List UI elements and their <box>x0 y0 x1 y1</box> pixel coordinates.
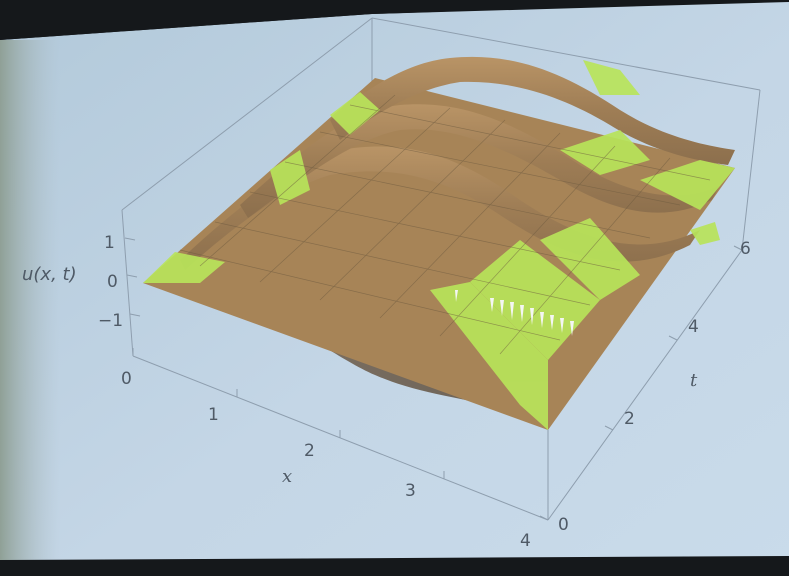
t-axis-title: t <box>690 370 698 391</box>
x-tick-2: 2 <box>304 441 315 461</box>
plot-surface <box>143 56 735 430</box>
z-tick-1: 1 <box>104 233 115 253</box>
z-tick-0: 0 <box>107 272 118 292</box>
z-tick-minus-1: −1 <box>98 311 123 331</box>
t-tick-2: 2 <box>624 409 635 429</box>
t-tick-6: 6 <box>740 239 751 259</box>
x-tick-4: 4 <box>520 531 531 551</box>
x-tick-1: 1 <box>208 405 219 425</box>
x-axis-title: x <box>282 466 292 487</box>
plot-box-back-edges <box>121 17 761 357</box>
x-tick-3: 3 <box>405 481 416 501</box>
axis-ticks <box>124 237 743 521</box>
t-tick-4: 4 <box>688 317 699 337</box>
z-axis-title: u(x, t) <box>22 264 77 285</box>
x-tick-0: 0 <box>121 369 132 389</box>
t-tick-0: 0 <box>558 515 569 535</box>
axis-labels: u(x, t) 1 0 −1 0 1 2 3 4 x 0 2 4 6 t <box>22 233 751 551</box>
